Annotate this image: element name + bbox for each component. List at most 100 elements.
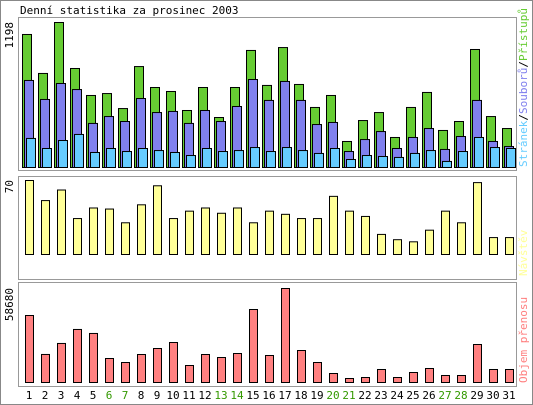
bar — [201, 207, 210, 256]
bar — [202, 147, 212, 169]
x-tick-label: 29 — [470, 389, 483, 402]
bar — [42, 147, 52, 169]
bar — [297, 350, 306, 384]
bar — [121, 362, 130, 384]
bar — [57, 189, 66, 255]
x-tick-label: 18 — [294, 389, 307, 402]
x-tick-label: 25 — [406, 389, 419, 402]
legend-separator: / — [517, 114, 530, 121]
bar — [265, 210, 274, 256]
bar — [186, 155, 196, 169]
bar — [201, 354, 210, 384]
bar — [426, 150, 436, 168]
x-tick-label: 5 — [90, 389, 97, 402]
bar — [73, 218, 82, 255]
bar — [73, 328, 82, 384]
x-tick-label: 27 — [438, 389, 451, 402]
bar — [217, 212, 226, 255]
bar — [281, 288, 290, 383]
bar — [154, 150, 164, 168]
bar — [441, 374, 450, 384]
bar — [26, 137, 36, 168]
bar — [361, 215, 370, 255]
legend-entry: Přístupů — [517, 8, 530, 61]
bar — [234, 150, 244, 168]
x-tick-label: 30 — [486, 389, 499, 402]
bar — [345, 378, 354, 383]
bar — [298, 150, 308, 168]
bar — [25, 180, 34, 255]
bar — [169, 342, 178, 383]
x-tick-label: 21 — [342, 389, 355, 402]
bar — [137, 354, 146, 384]
x-tick-label: 8 — [138, 389, 145, 402]
x-tick-label: 17 — [278, 389, 291, 402]
bar — [505, 237, 514, 255]
bar — [457, 222, 466, 256]
x-tick-label: 28 — [454, 389, 467, 402]
bar — [490, 147, 500, 169]
bar — [282, 147, 292, 169]
x-tick-label: 13 — [214, 389, 227, 402]
bar — [281, 213, 290, 255]
bar — [425, 367, 434, 384]
bar — [169, 218, 178, 255]
bar — [25, 315, 34, 383]
bar — [185, 210, 194, 256]
bar — [121, 222, 130, 256]
bar — [41, 353, 50, 383]
bar — [297, 218, 306, 255]
bar — [425, 229, 434, 255]
bar — [137, 204, 146, 255]
bar — [57, 342, 66, 383]
bar — [329, 373, 338, 384]
x-tick-label: 2 — [42, 389, 49, 402]
bar — [218, 151, 228, 169]
bar — [393, 239, 402, 255]
bar — [378, 155, 388, 168]
x-tick-label: 24 — [390, 389, 404, 402]
x-tick-label: 6 — [106, 389, 113, 402]
panel — [18, 176, 517, 280]
bar — [138, 147, 148, 169]
bar — [393, 377, 402, 384]
legend-entry: Návštěv — [517, 229, 530, 276]
bar — [330, 147, 340, 169]
x-tick-label: 4 — [74, 389, 81, 402]
bar — [377, 368, 386, 383]
bar — [217, 357, 226, 383]
y-tick-label: 70 — [3, 180, 16, 193]
legend: Objem přenosu — [517, 297, 530, 383]
x-tick-label: 16 — [262, 389, 275, 402]
bar — [409, 241, 418, 255]
x-tick-label: 14 — [230, 389, 244, 402]
bar — [377, 233, 386, 256]
y-tick-label: 1198 — [3, 22, 16, 49]
bar — [441, 210, 450, 256]
legend: Návštěv — [517, 229, 530, 276]
bar — [489, 237, 498, 255]
bar — [313, 218, 322, 255]
bar — [105, 208, 114, 256]
bar — [153, 348, 162, 384]
legend-entry: Stránek — [517, 120, 530, 167]
bar — [89, 207, 98, 256]
bar — [170, 151, 180, 169]
bar — [489, 368, 498, 383]
y-tick-label: 58680 — [3, 288, 16, 321]
bar — [58, 140, 68, 169]
bar — [153, 185, 162, 256]
bar — [345, 210, 354, 256]
x-tick-label: 23 — [374, 389, 387, 402]
legend-entry: Souborů — [517, 68, 530, 114]
bar — [266, 151, 276, 169]
bar — [474, 136, 484, 169]
bar — [442, 160, 452, 168]
x-tick-label: 9 — [154, 389, 161, 402]
bar — [313, 362, 322, 384]
x-tick-label: 7 — [122, 389, 129, 402]
x-tick-label: 20 — [326, 389, 339, 402]
bar — [394, 156, 404, 168]
bar — [473, 182, 482, 255]
